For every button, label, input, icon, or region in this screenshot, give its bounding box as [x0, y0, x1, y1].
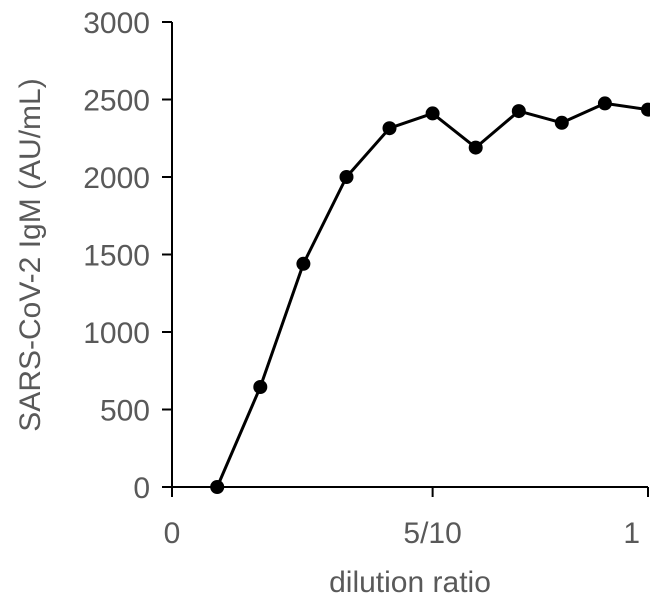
- x-tick-label: 5/10: [403, 517, 461, 550]
- data-point: [296, 256, 311, 271]
- data-point: [339, 170, 354, 184]
- data-point: [253, 380, 268, 394]
- axes: 0 500 1000 1500 2000 2500 3000 0 5/10 1: [83, 7, 649, 550]
- y-tick-label: 2500: [83, 85, 150, 118]
- y-tick-label: 3000: [83, 7, 150, 40]
- y-tick-label: 1000: [83, 317, 150, 350]
- y-tick-label: 0: [133, 472, 150, 505]
- data-point: [554, 115, 569, 130]
- x-tick-label: 0: [164, 517, 181, 550]
- y-tick-label: 500: [100, 395, 150, 428]
- y-axis-title: SARS-CoV-2 IgM (AU/mL): [14, 78, 47, 431]
- data-point: [641, 102, 650, 117]
- data-point: [210, 480, 225, 494]
- data-point: [511, 104, 526, 119]
- data-point: [382, 121, 397, 136]
- series-line: [215, 101, 649, 488]
- series-group: [210, 96, 650, 494]
- y-tick-label: 2000: [83, 162, 150, 195]
- data-point: [468, 140, 483, 155]
- data-point: [425, 106, 440, 121]
- x-axis-title: dilution ratio: [329, 566, 491, 598]
- data-point: [597, 96, 612, 111]
- x-tick-label: 1: [623, 517, 640, 550]
- y-tick-label: 1500: [83, 240, 150, 273]
